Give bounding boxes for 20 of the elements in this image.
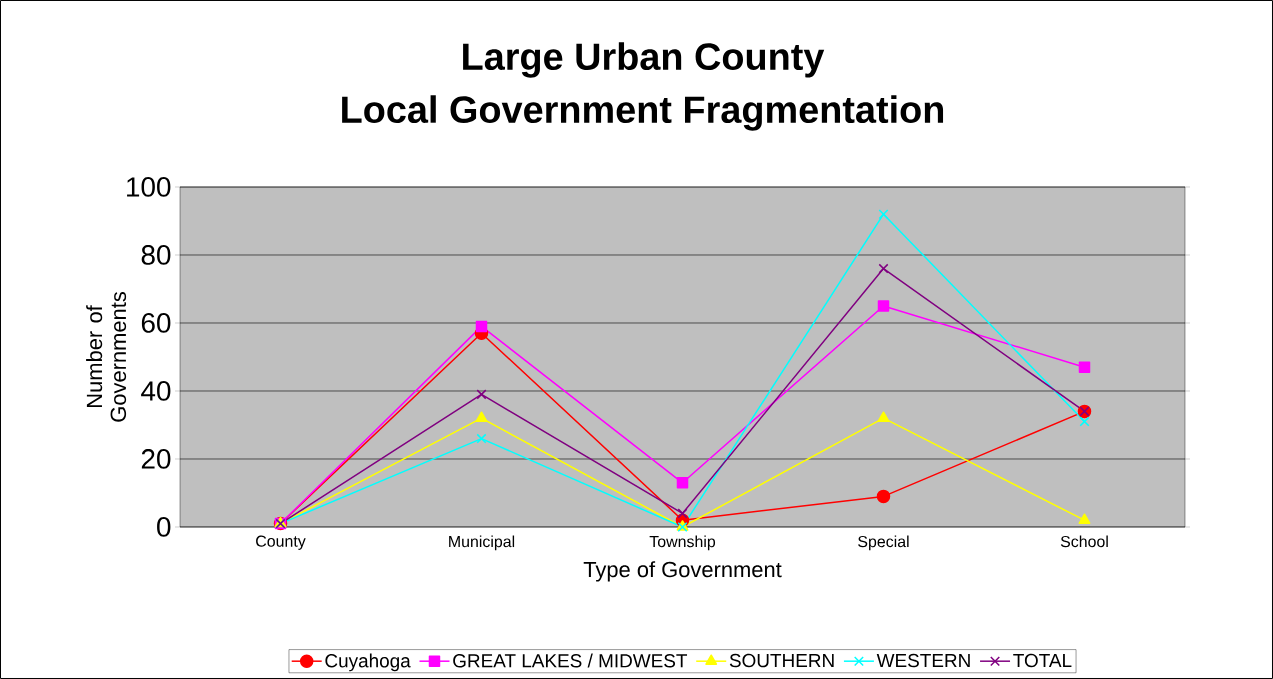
legend-label: Cuyahoga (325, 653, 411, 672)
y-tick-label: 20 (141, 449, 171, 469)
y-tick-label: 0 (157, 517, 171, 537)
chart-subtitle: Local Government Fragmentation (342, 95, 944, 131)
y-tick-label: 100 (127, 177, 171, 197)
legend-label: TOTAL (1013, 653, 1072, 668)
chart-title: Large Urban County (463, 42, 825, 78)
x-tick-label: Special (858, 535, 909, 551)
y-tick-label: 60 (141, 313, 171, 333)
legend-label: GREAT LAKES / MIDWEST (453, 653, 688, 668)
legend-label: SOUTHERN (729, 653, 834, 668)
legend-label: WESTERN (876, 653, 970, 668)
y-axis-title: Number of Governments (86, 292, 127, 422)
x-tick-label: School (1060, 535, 1108, 548)
x-tick-label: Township (649, 535, 716, 551)
x-tick-label: County (256, 535, 306, 550)
x-axis-title: Type of Government (583, 561, 782, 582)
y-tick-label: 80 (141, 245, 171, 265)
x-tick-label: Municipal (449, 535, 515, 551)
y-tick-label: 40 (141, 381, 171, 401)
